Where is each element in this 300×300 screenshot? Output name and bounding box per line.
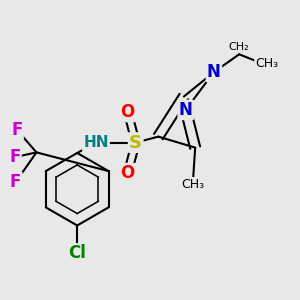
Text: N: N: [179, 101, 193, 119]
Text: S: S: [129, 134, 142, 152]
Text: CH₃: CH₃: [182, 178, 205, 191]
Text: F: F: [9, 148, 20, 166]
Text: N: N: [207, 63, 221, 81]
Text: O: O: [121, 103, 135, 121]
Text: F: F: [11, 121, 22, 139]
Text: HN: HN: [83, 135, 109, 150]
Text: CH₃: CH₃: [255, 57, 278, 70]
Text: Cl: Cl: [68, 244, 86, 262]
Text: O: O: [121, 164, 135, 182]
Text: F: F: [10, 173, 21, 191]
Text: CH₂: CH₂: [229, 42, 250, 52]
